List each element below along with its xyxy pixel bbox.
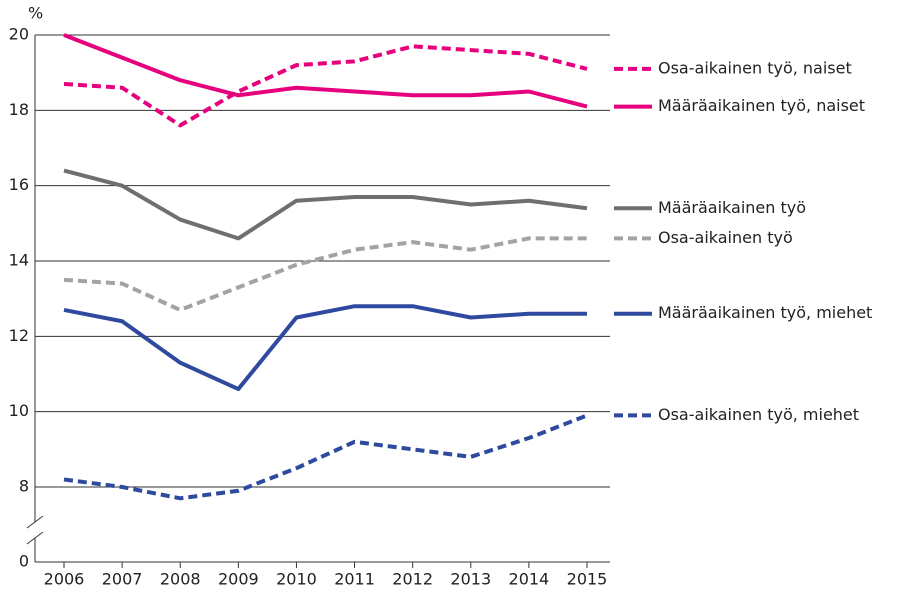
axis-break: [26, 531, 44, 545]
series-line: [63, 236, 587, 312]
legend-label: Osa-aikainen työ, miehet: [658, 405, 859, 424]
x-tick-label: 2010: [276, 570, 317, 589]
x-tick-label: 2013: [450, 570, 491, 589]
x-tick-label: 2012: [392, 570, 433, 589]
legend-label: Määräaikainen työ: [658, 198, 806, 217]
series-line: [63, 44, 588, 128]
y-tick-label: 12: [9, 326, 29, 345]
y-tick-label: 8: [19, 477, 29, 496]
y-tick-label: 14: [9, 251, 29, 270]
series-line: [63, 413, 588, 501]
x-tick-label: 2011: [334, 570, 375, 589]
y-tick-label: 16: [9, 175, 29, 194]
legend-label: Osa-aikainen työ, naiset: [658, 58, 852, 77]
y-tick-label: 20: [9, 25, 29, 44]
x-tick-label: 2009: [218, 570, 259, 589]
series-line: [63, 168, 588, 241]
series-line: [63, 33, 588, 109]
y-tick-label: 18: [9, 100, 29, 119]
series-line: [63, 304, 587, 392]
x-tick-label: 2008: [160, 570, 201, 589]
legend-label: Osa-aikainen työ: [658, 228, 793, 247]
y-tick-label: 0: [19, 552, 29, 571]
legend-label: Määräaikainen työ, miehet: [658, 303, 872, 322]
y-axis-label: %: [28, 4, 43, 23]
x-tick-label: 2007: [102, 570, 143, 589]
y-tick-label: 10: [9, 401, 29, 420]
axis-break: [26, 515, 44, 529]
legend-label: Määräaikainen työ, naiset: [658, 96, 865, 115]
x-tick-label: 2014: [509, 570, 550, 589]
x-tick-label: 2006: [44, 570, 85, 589]
x-tick-label: 2015: [567, 570, 608, 589]
